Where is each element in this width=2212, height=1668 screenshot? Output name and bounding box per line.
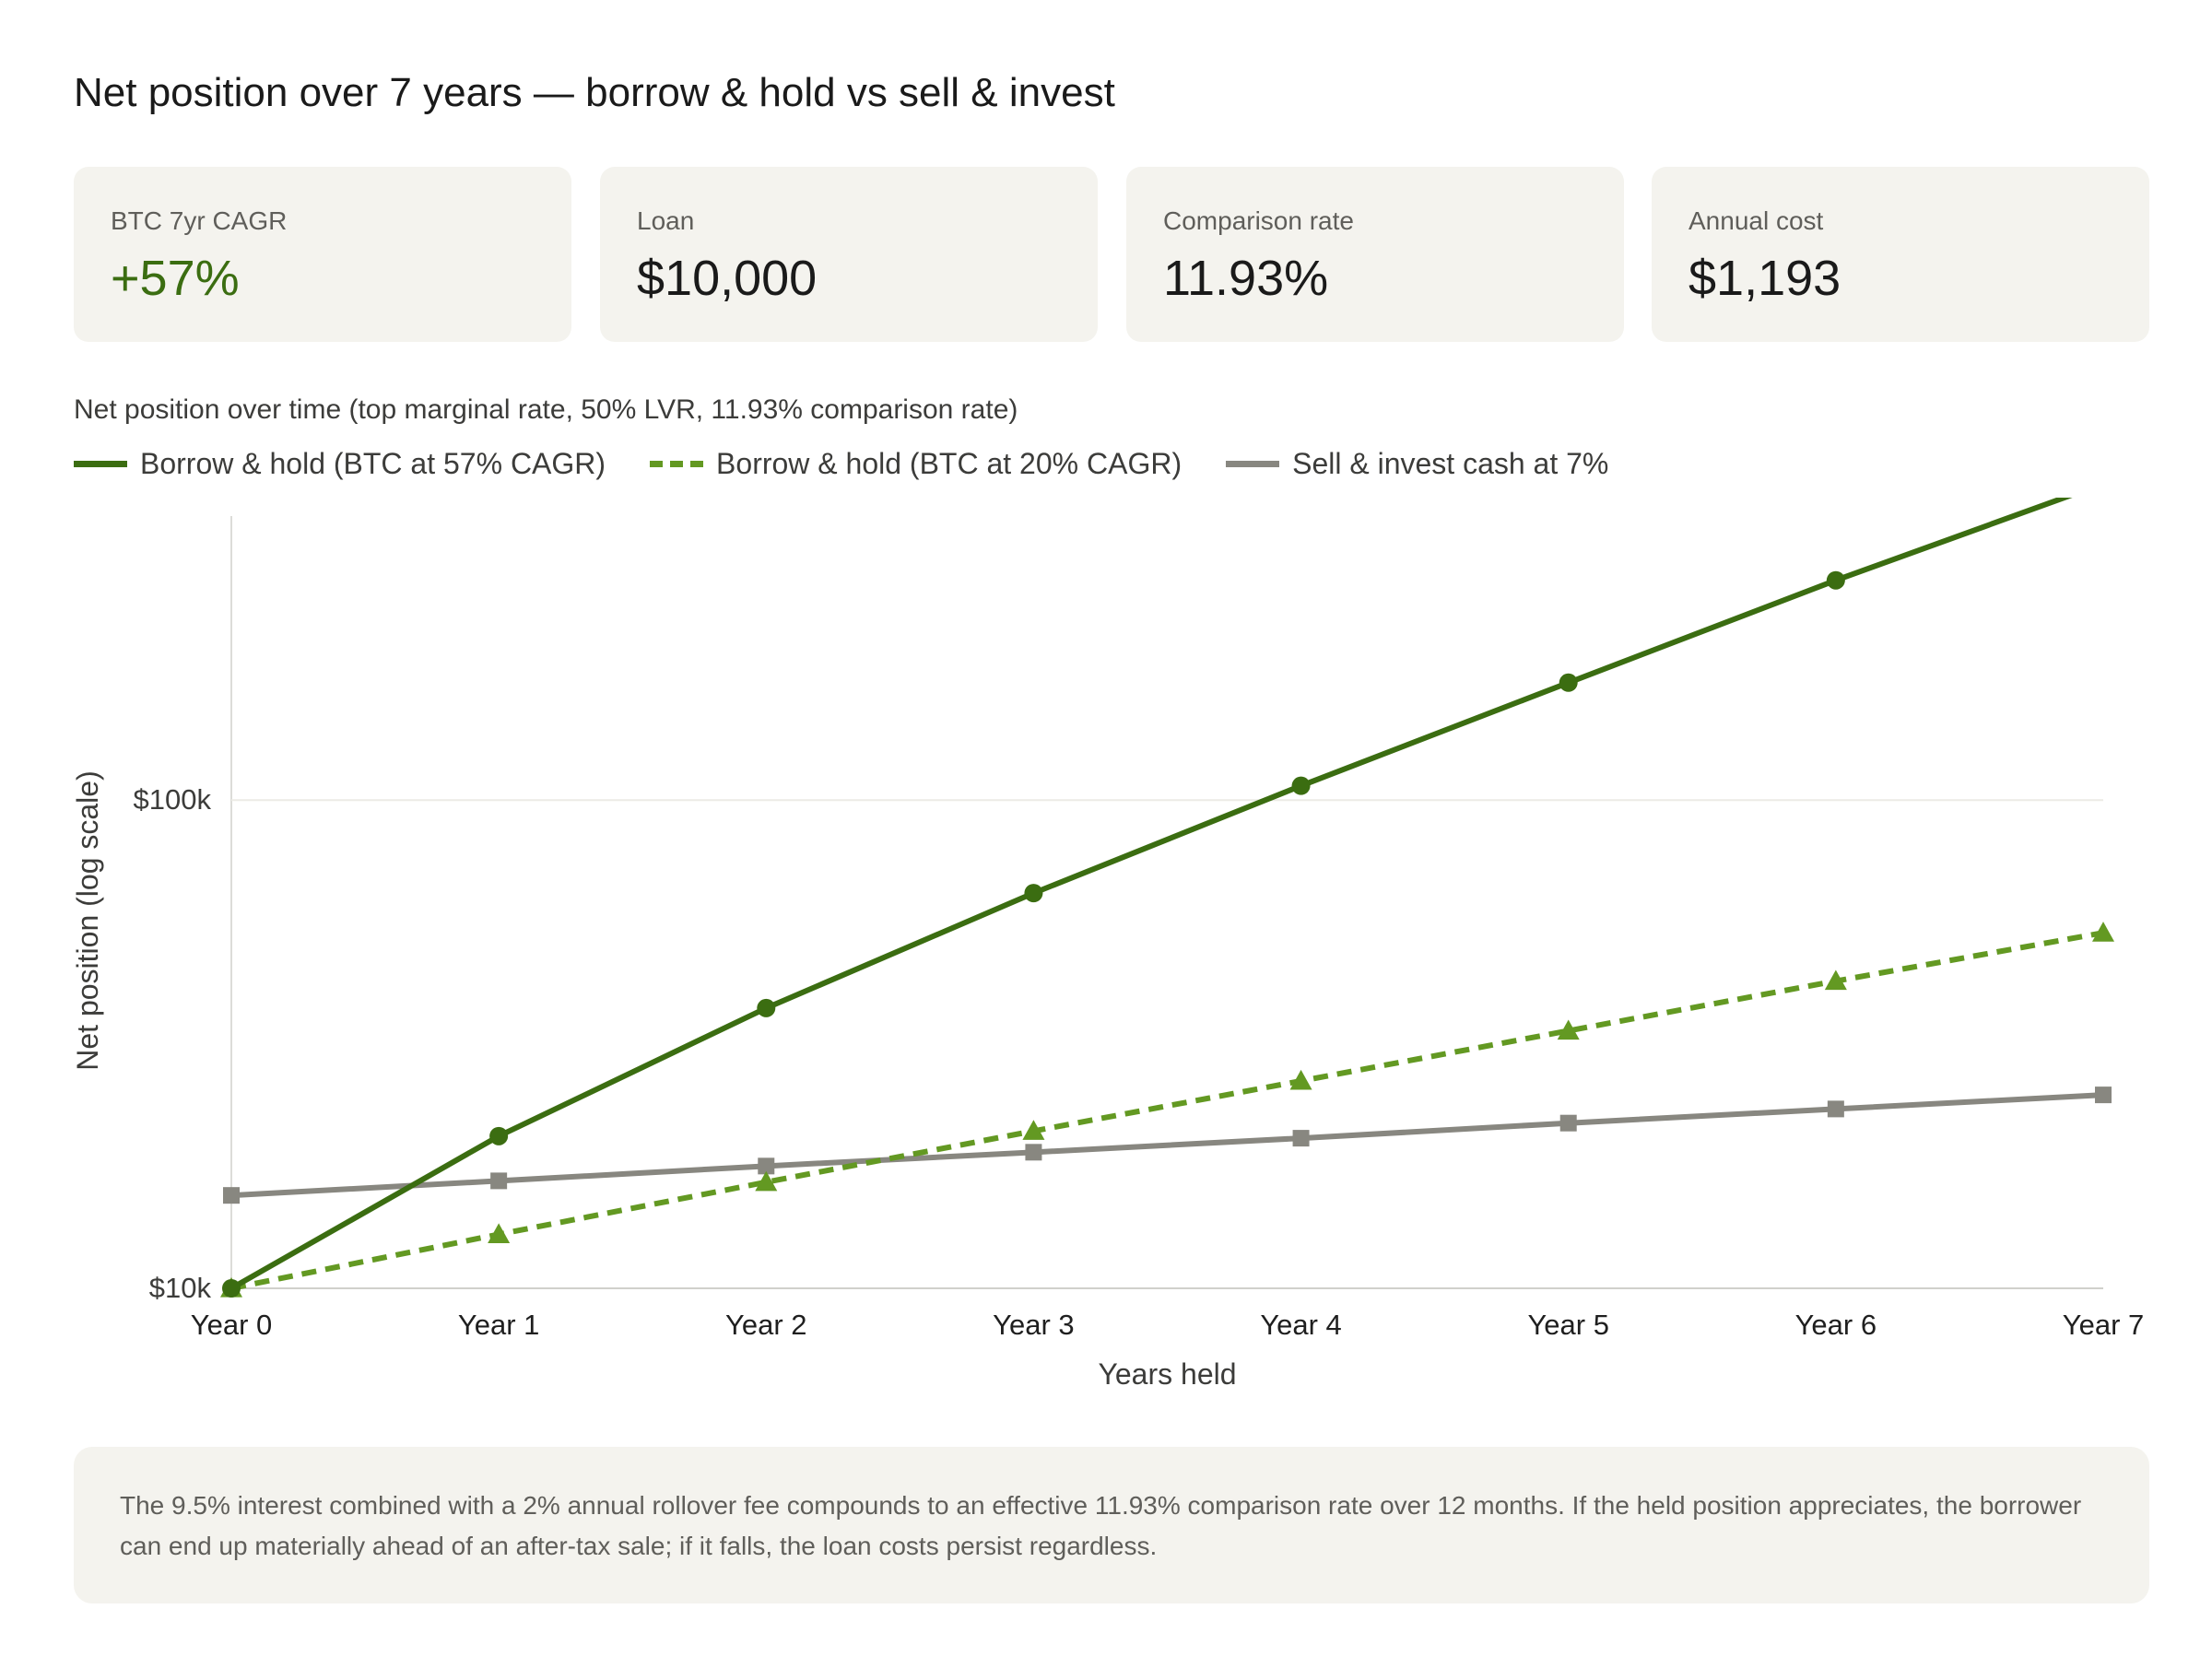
data-point-circle	[757, 998, 776, 1017]
data-point-square	[2095, 1087, 2112, 1104]
data-point-square	[490, 1172, 508, 1190]
legend-item-btc-57[interactable]: Borrow & hold (BTC at 57% CAGR)	[74, 447, 606, 481]
stat-label: Comparison rate	[1163, 206, 1354, 235]
x-tick-label: Year 5	[1527, 1309, 1609, 1341]
stat-value: $10,000	[637, 250, 818, 306]
chart-subtitle: Net position over time (top marginal rat…	[74, 394, 1018, 425]
stat-value: 11.93%	[1163, 250, 1329, 306]
data-point-square	[758, 1157, 775, 1175]
data-point-square	[1292, 1130, 1310, 1147]
data-point-triangle	[1022, 1120, 1045, 1140]
stat-label: Loan	[637, 206, 695, 235]
stat-card-annual-cost: Annual cost $1,193	[1652, 167, 2149, 342]
data-point-triangle	[488, 1223, 511, 1244]
stat-label: BTC 7yr CAGR	[111, 206, 288, 235]
data-point-circle	[1559, 673, 1578, 692]
data-point-circle	[489, 1126, 509, 1145]
stat-card-loan: Loan $10,000	[600, 167, 1098, 342]
x-tick-label: Year 0	[191, 1309, 273, 1341]
x-tick-label: Year 3	[993, 1309, 1075, 1341]
y-tick-label: $10k	[149, 1272, 212, 1304]
legend-swatch-dashed-light-green	[650, 460, 704, 467]
x-tick-label: Year 6	[1795, 1309, 1877, 1341]
stat-card-comparison-rate: Comparison rate 11.93%	[1126, 167, 1624, 342]
line-chart: $10k $100k Year 0 Year 1 Year 2 Year 3 Year 4 Y…	[71, 498, 2145, 1391]
legend-item-sell-invest[interactable]: Sell & invest cash at 7%	[1226, 447, 1608, 481]
explanatory-note: The 9.5% interest combined with a 2% ann…	[74, 1447, 2149, 1603]
legend-label: Sell & invest cash at 7%	[1292, 446, 1609, 480]
legend-label: Borrow & hold (BTC at 20% CAGR)	[716, 446, 1182, 480]
data-point-square	[223, 1187, 240, 1204]
series-line-1	[230, 930, 2104, 1291]
data-point-triangle	[1289, 1069, 1312, 1090]
data-point-circle	[1826, 570, 1845, 590]
chart-legend: Borrow & hold (BTC at 57% CAGR) Borrow &…	[74, 445, 1653, 482]
data-point-triangle	[1557, 1019, 1580, 1040]
data-point-square	[1025, 1144, 1042, 1161]
series-line-0	[229, 498, 2073, 1291]
legend-swatch-solid-gray	[1226, 460, 1280, 467]
data-point-triangle	[755, 1170, 778, 1192]
x-axis-title: Years held	[1098, 1357, 1236, 1391]
legend-label: Borrow & hold (BTC at 57% CAGR)	[140, 446, 606, 480]
stat-value: +57%	[111, 250, 240, 306]
stat-card-btc-cagr: BTC 7yr CAGR +57%	[74, 167, 571, 342]
data-point-circle	[1024, 884, 1043, 903]
legend-item-btc-20[interactable]: Borrow & hold (BTC at 20% CAGR)	[650, 447, 1182, 481]
y-tick-label: $100k	[134, 783, 212, 816]
x-tick-label: Year 2	[725, 1309, 807, 1341]
legend-swatch-solid-dark-green	[74, 460, 127, 467]
data-point-circle	[1291, 776, 1311, 795]
data-point-triangle	[2092, 922, 2114, 942]
stat-label: Annual cost	[1688, 206, 1824, 235]
page-title: Net position over 7 years — borrow & hol…	[74, 70, 1115, 115]
data-point-triangle	[1824, 969, 1847, 991]
x-tick-label: Year 1	[458, 1309, 540, 1341]
data-point-square	[1827, 1100, 1844, 1118]
x-tick-label: Year 7	[2063, 1309, 2145, 1341]
data-point-square	[1559, 1114, 1577, 1132]
x-tick-label: Year 4	[1260, 1309, 1342, 1341]
data-point-circle	[222, 1279, 241, 1298]
series-line-2	[230, 1092, 2104, 1199]
y-axis-title: Net position (log scale)	[71, 770, 104, 1070]
stat-value: $1,193	[1688, 250, 1841, 306]
stat-cards: BTC 7yr CAGR +57% Loan $10,000 Compariso…	[74, 167, 2149, 342]
